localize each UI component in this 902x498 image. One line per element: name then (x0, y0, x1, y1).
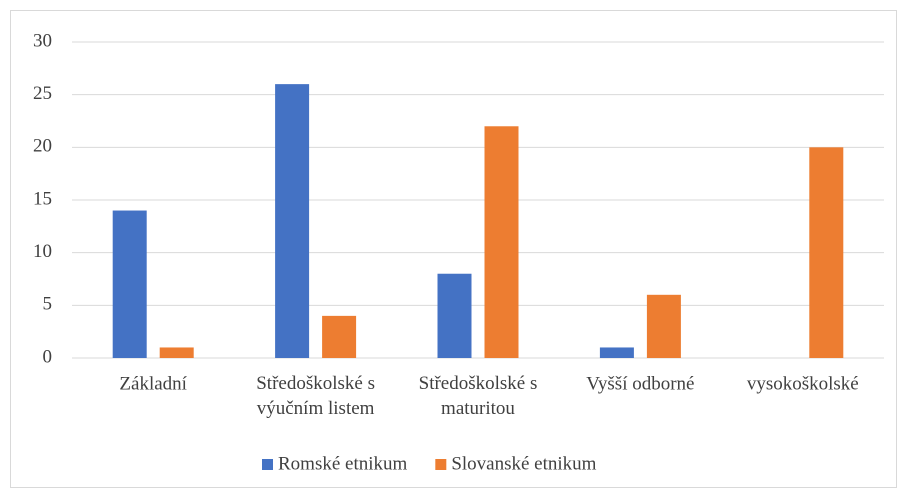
legend-swatch (262, 459, 273, 470)
chart-border (10, 10, 897, 488)
bar (437, 273, 472, 358)
legend-swatch (435, 459, 447, 470)
x-tick-label: Středoškolské s maturitou (419, 373, 538, 419)
y-tick-label: 5 (43, 294, 53, 315)
x-tick-label: Základní (119, 373, 187, 394)
bar (159, 347, 194, 358)
bar (646, 294, 681, 358)
legend-label: Romské etnikum (278, 453, 408, 474)
bar (322, 315, 357, 358)
y-tick-label: 0 (43, 346, 53, 367)
y-tick-label: 25 (33, 83, 52, 104)
y-tick-label: 30 (33, 30, 52, 51)
y-tick-label: 15 (33, 188, 52, 209)
bar (275, 84, 310, 358)
y-tick-label: 20 (33, 136, 52, 157)
bar (809, 147, 844, 358)
x-tick-label: vysokoškolské (747, 373, 859, 394)
x-tick-label: Vyšší odborné (586, 373, 694, 394)
bar (112, 210, 147, 358)
x-tick-label: Středoškolské s výučním listem (256, 373, 375, 419)
legend-label: Slovanské etnikum (451, 453, 596, 474)
y-tick-label: 10 (33, 241, 52, 262)
bar (599, 347, 634, 358)
bar (484, 126, 519, 359)
